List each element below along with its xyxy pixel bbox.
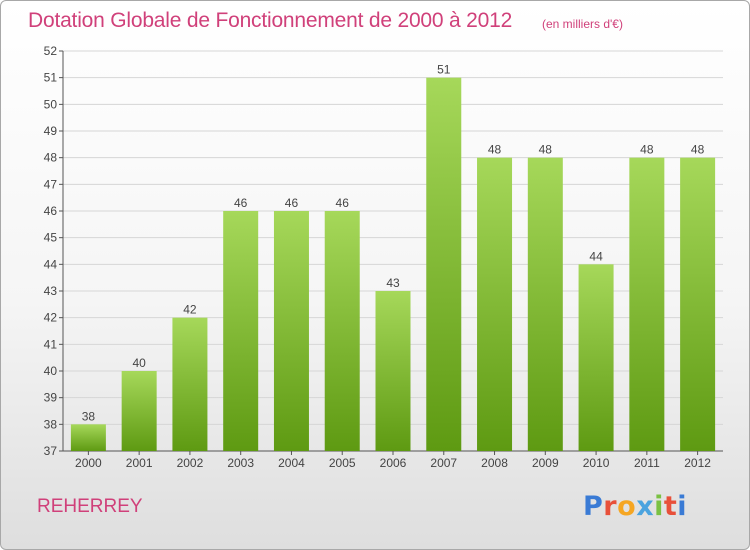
y-tick-label: 46 <box>44 204 58 218</box>
x-tick-label: 2004 <box>278 456 305 470</box>
x-tick-label: 2007 <box>430 456 457 470</box>
data-label: 48 <box>691 143 705 157</box>
x-tick-label: 2006 <box>380 456 407 470</box>
bar <box>426 77 462 452</box>
y-tick-label: 45 <box>44 231 58 245</box>
y-tick-label: 49 <box>44 124 58 138</box>
bar <box>629 157 665 451</box>
bar <box>70 424 106 451</box>
logo-letter: P <box>583 491 604 522</box>
logo-letter: i <box>654 491 664 522</box>
data-label: 48 <box>539 143 553 157</box>
bar <box>477 157 513 451</box>
data-label: 51 <box>437 63 451 77</box>
y-tick-label: 52 <box>44 44 58 58</box>
y-tick-label: 47 <box>44 177 58 191</box>
bar <box>172 317 208 451</box>
bar <box>324 211 360 451</box>
y-tick-label: 37 <box>44 444 58 458</box>
x-tick-label: 2001 <box>126 456 153 470</box>
x-tick-label: 2000 <box>75 456 102 470</box>
x-tick-label: 2012 <box>684 456 711 470</box>
y-tick-label: 50 <box>44 97 58 111</box>
x-tick-label: 2010 <box>583 456 610 470</box>
y-tick-label: 39 <box>44 391 58 405</box>
bar <box>273 211 309 451</box>
y-tick-label: 42 <box>44 311 58 325</box>
bar <box>578 264 614 451</box>
data-label: 46 <box>285 196 299 210</box>
data-label: 48 <box>488 143 502 157</box>
x-tick-label: 2009 <box>532 456 559 470</box>
data-label: 38 <box>82 409 96 423</box>
data-labels: 38 40 42 46 46 46 43 51 48 48 44 48 48 <box>82 63 705 424</box>
y-tick-label: 48 <box>44 151 58 165</box>
data-label: 46 <box>234 196 248 210</box>
y-tick-label: 41 <box>44 337 58 351</box>
logo-letter: t <box>663 491 678 522</box>
y-tick-label: 44 <box>44 257 58 271</box>
bar <box>223 211 259 451</box>
x-tick-label: 2002 <box>177 456 204 470</box>
data-label: 43 <box>386 276 400 290</box>
chart-title: Dotation Globale de Fonctionnement de 20… <box>28 9 513 32</box>
data-label: 48 <box>640 143 654 157</box>
bar <box>375 291 411 451</box>
logo-letter: o <box>617 491 637 522</box>
location-name: REHERREY <box>37 496 143 517</box>
unit-note: (en milliers d'€) <box>542 17 623 31</box>
bar <box>680 157 716 451</box>
logo-letter: i <box>677 491 688 522</box>
x-tick-label: 2011 <box>634 456 660 470</box>
logo-letter: x <box>636 491 655 522</box>
x-tick-label: 2008 <box>481 456 508 470</box>
y-tick-label: 43 <box>44 284 58 298</box>
bar <box>527 157 563 451</box>
data-label: 44 <box>589 249 603 263</box>
y-tick-label: 51 <box>44 71 58 85</box>
data-label: 42 <box>183 303 197 317</box>
x-tick-label: 2005 <box>329 456 356 470</box>
proxiti-logo: Proxiti <box>583 491 687 522</box>
data-label: 40 <box>132 356 146 370</box>
y-tick-label: 40 <box>44 364 58 378</box>
y-tick-label: 38 <box>44 417 58 431</box>
x-tick-label: 2003 <box>227 456 254 470</box>
bars <box>70 77 716 452</box>
bar <box>121 371 157 451</box>
data-label: 46 <box>336 196 350 210</box>
axes: 37 38 39 40 41 42 43 44 45 46 47 48 49 50 51 52 2000 2001… <box>44 44 723 470</box>
logo-letter: r <box>603 491 618 522</box>
